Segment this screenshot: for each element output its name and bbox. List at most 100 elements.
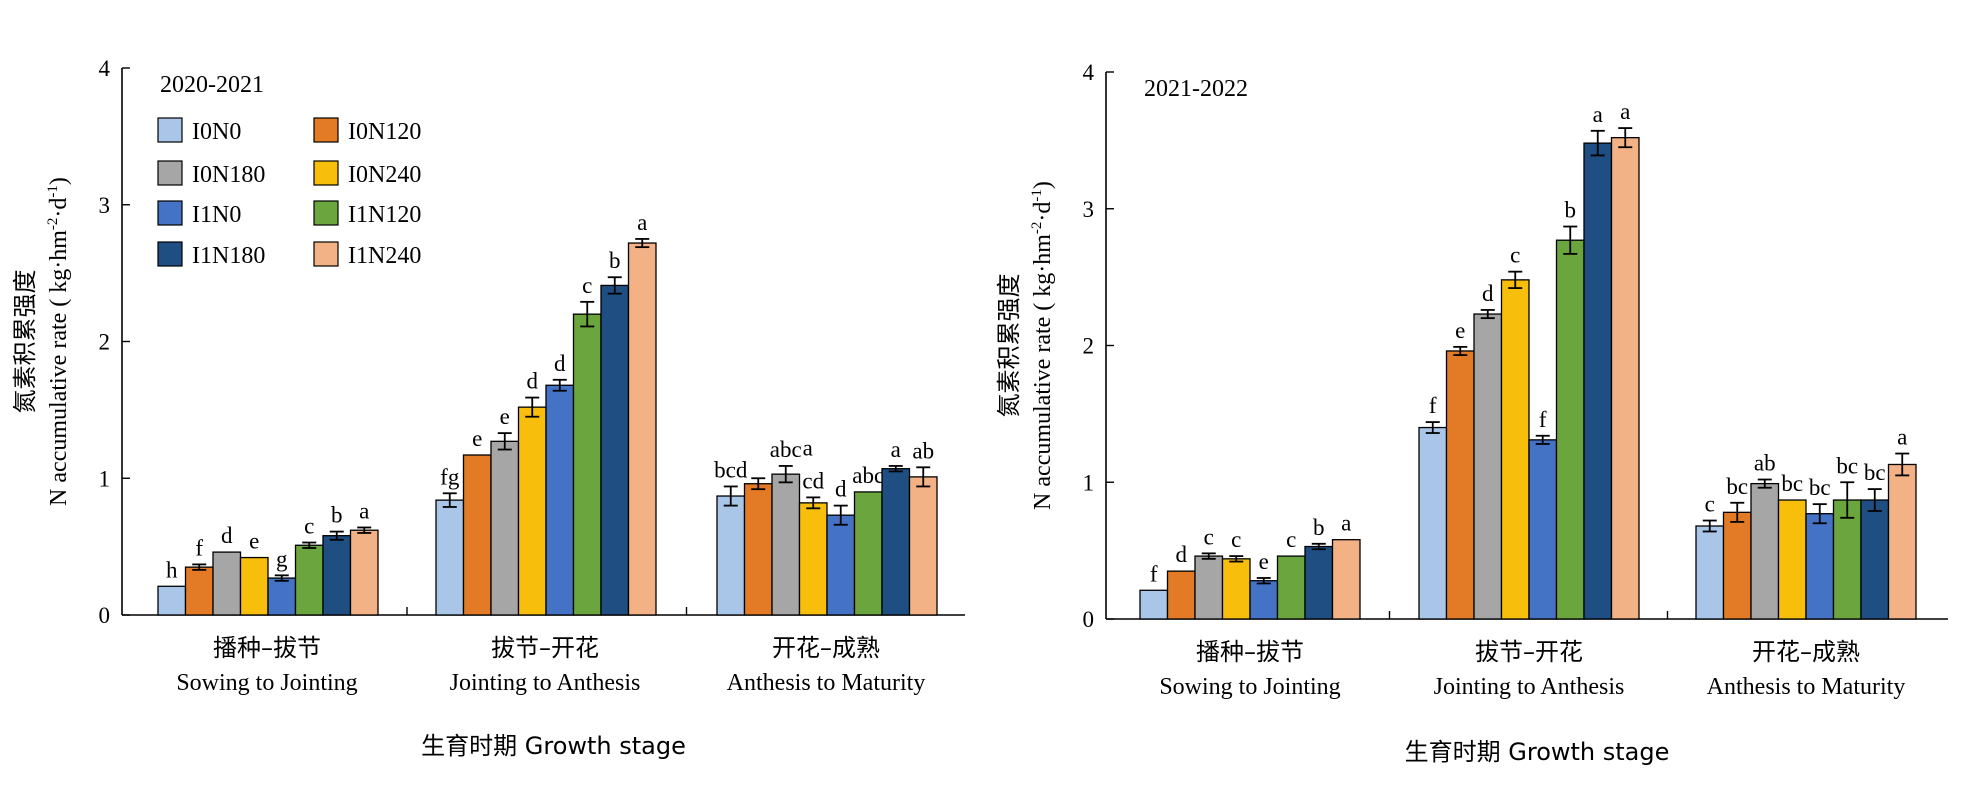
significance-label: ab xyxy=(1754,451,1776,476)
legend-label: I1N240 xyxy=(348,243,421,269)
y-axis-title-part: ·d xyxy=(1030,202,1056,222)
bar-I0N240 xyxy=(1777,499,1807,620)
significance-label: c xyxy=(1204,524,1214,549)
significance-label: d xyxy=(527,369,539,394)
bar-I0N120 xyxy=(1166,570,1196,620)
category-label-en: Anthesis to Maturity xyxy=(1707,674,1906,700)
y-axis-title-part: N accumulative rate ( kg·hm xyxy=(1030,234,1056,510)
significance-label: a xyxy=(803,436,813,461)
bar-I1N120 xyxy=(1276,555,1306,620)
significance-label: c xyxy=(304,514,314,539)
bar-I0N180 xyxy=(1194,555,1224,620)
significance-label: b xyxy=(609,248,621,273)
legend-label: I0N0 xyxy=(192,119,241,145)
bar-I1N180 xyxy=(1860,499,1890,620)
category-label-en: Jointing to Anthesis xyxy=(450,670,641,696)
significance-label: b xyxy=(331,503,343,528)
significance-label: bc xyxy=(1836,453,1858,478)
category-label-en: Jointing to Anthesis xyxy=(1434,674,1625,700)
bar-I1N240 xyxy=(908,476,938,616)
bar-I1N240 xyxy=(1331,539,1361,620)
bar-I0N180 xyxy=(1750,482,1780,620)
bar-I1N0 xyxy=(1528,439,1558,620)
bar-I1N0 xyxy=(267,577,297,616)
significance-label: d xyxy=(554,351,566,376)
significance-label: a xyxy=(891,437,901,462)
significance-label: d xyxy=(1482,281,1494,306)
y-axis-unit-superscript: -1 xyxy=(1029,189,1045,202)
significance-label: abc xyxy=(852,463,884,488)
category-label-cn: 拔节–开花 xyxy=(1475,638,1583,666)
legend-swatch xyxy=(157,117,183,143)
bar-I0N240 xyxy=(1221,558,1251,620)
bar-I0N180 xyxy=(1473,313,1503,620)
significance-label: bc xyxy=(1809,475,1831,500)
y-tick-label: 3 xyxy=(1083,197,1095,222)
bar-I0N0 xyxy=(1139,589,1169,620)
bar-I1N240 xyxy=(349,529,379,616)
legend-label: I0N120 xyxy=(348,119,421,145)
bar-I0N120 xyxy=(1445,350,1475,620)
y-tick-label: 0 xyxy=(99,603,111,628)
bar-I1N120 xyxy=(1555,239,1585,620)
significance-label: ab xyxy=(912,438,934,463)
bar-I0N240 xyxy=(517,406,547,616)
significance-label: f xyxy=(1150,561,1158,586)
significance-label: f xyxy=(1429,393,1437,418)
significance-label: abc xyxy=(770,437,802,462)
y-tick-label: 3 xyxy=(99,193,111,218)
bar-I0N0 xyxy=(716,495,746,616)
significance-label: d xyxy=(221,523,233,548)
legend-item-I0N240: I0N240 xyxy=(313,160,421,188)
significance-label: d xyxy=(835,477,847,502)
bar-I0N180 xyxy=(212,551,242,616)
significance-label: c xyxy=(1510,243,1520,268)
y-tick-label: 2 xyxy=(1083,334,1095,359)
bar-I1N180 xyxy=(881,468,911,616)
bar-I1N120 xyxy=(853,491,883,616)
significance-label: e xyxy=(1259,549,1269,574)
significance-label: bc xyxy=(1726,474,1748,499)
significance-label: d xyxy=(1176,542,1188,567)
category-label-cn: 开花–成熟 xyxy=(1752,638,1860,666)
bar-I0N240 xyxy=(798,502,828,616)
bar-I1N180 xyxy=(1304,545,1334,620)
bar-I1N0 xyxy=(1805,513,1835,620)
bar-I1N120 xyxy=(1832,499,1862,620)
y-axis-title-part: ) xyxy=(46,177,72,185)
bar-I0N0 xyxy=(1695,525,1725,620)
category-label-en: Anthesis to Maturity xyxy=(727,670,926,696)
significance-label: a xyxy=(359,498,369,523)
significance-label: h xyxy=(166,557,178,582)
panel-year-label: 2021-2022 xyxy=(1144,76,1248,102)
y-tick-label: 4 xyxy=(99,56,111,81)
significance-label: bcd xyxy=(714,457,748,482)
legend-swatch xyxy=(313,200,339,226)
category-label-cn: 开花–成熟 xyxy=(772,634,880,662)
y-tick-label: 1 xyxy=(99,466,111,491)
category-label-cn: 播种–拔节 xyxy=(213,634,321,662)
legend-label: I1N120 xyxy=(348,202,421,228)
category-label-cn: 播种–拔节 xyxy=(1196,638,1304,666)
significance-label: a xyxy=(1341,511,1351,536)
y-axis-title-en: N accumulative rate ( kg·hm-2·d-1) xyxy=(1029,181,1056,510)
panel-year-label: 2020-2021 xyxy=(160,72,264,98)
bar-I1N120 xyxy=(572,313,602,616)
legend-swatch xyxy=(313,117,339,143)
legend-label: I0N240 xyxy=(348,162,421,188)
significance-label: e xyxy=(249,529,259,554)
legend-item-I1N120: I1N120 xyxy=(313,200,421,228)
legend-swatch xyxy=(157,200,183,226)
bar-I1N240 xyxy=(627,242,657,616)
significance-label: bc xyxy=(1781,471,1803,496)
y-tick-label: 0 xyxy=(1083,607,1095,632)
bar-I1N0 xyxy=(545,384,575,616)
y-axis-title-en: N accumulative rate ( kg·hm-2·d-1) xyxy=(45,177,72,506)
panel-2021-2022: 01234ffcdebccdabccbcefbccbbcbabcaaa播种–拔节… xyxy=(995,60,1948,766)
category-label-en: Sowing to Jointing xyxy=(1159,674,1340,700)
y-axis-title-part: ) xyxy=(1030,181,1056,189)
significance-label: b xyxy=(1565,198,1577,223)
